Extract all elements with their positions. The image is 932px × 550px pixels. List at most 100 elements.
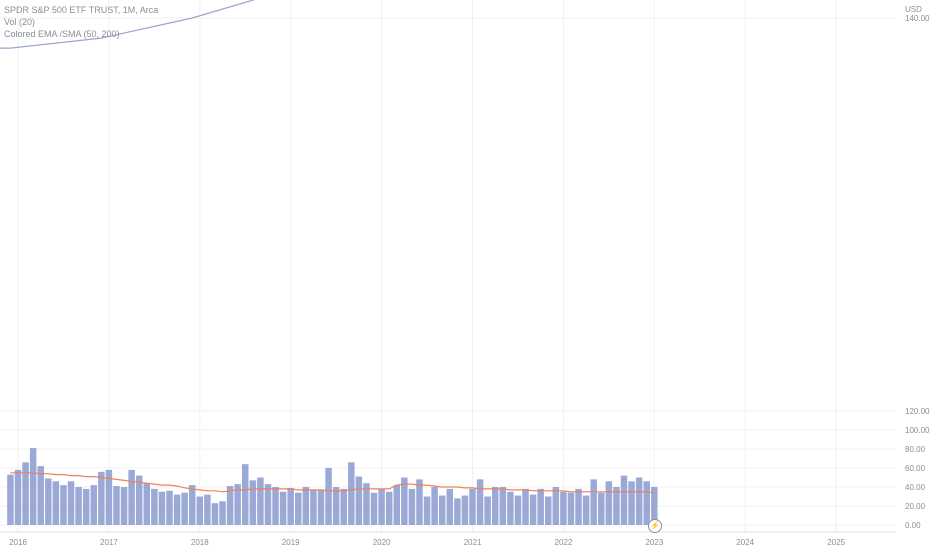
moving-average-indicator-label[interactable]: Colored EMA /SMA (50, 200): [4, 29, 120, 39]
volume-bar[interactable]: [507, 491, 514, 525]
volume-bar[interactable]: [635, 477, 643, 526]
volume-bar[interactable]: [355, 476, 363, 525]
volume-bar[interactable]: [196, 496, 204, 526]
time-tick-label: 2019: [282, 538, 300, 547]
volume-bar[interactable]: [249, 480, 257, 525]
time-tick-label: 2023: [645, 538, 663, 547]
chart-legend: SPDR S&P 500 ETF TRUST, 1M, Arca Vol (20…: [4, 4, 158, 40]
volume-bar[interactable]: [499, 487, 507, 525]
volume-bar[interactable]: [620, 475, 628, 525]
volume-bar[interactable]: [529, 494, 537, 525]
volume-bar[interactable]: [75, 487, 82, 525]
volume-bar[interactable]: [416, 479, 423, 525]
volume-bar[interactable]: [537, 488, 544, 525]
volume-bar[interactable]: [204, 494, 211, 525]
volume-bar[interactable]: [302, 487, 310, 525]
volume-bar[interactable]: [628, 481, 635, 525]
volume-bar[interactable]: [552, 487, 560, 525]
volume-bar[interactable]: [22, 462, 29, 525]
volume-bar[interactable]: [14, 469, 22, 525]
volume-bar[interactable]: [590, 479, 597, 525]
volume-bar[interactable]: [567, 492, 575, 525]
volume-bar[interactable]: [211, 503, 219, 525]
price-tick-label: 140.00: [905, 14, 930, 23]
volume-bar[interactable]: [128, 469, 135, 525]
lightning-icon[interactable]: ⚡: [648, 519, 662, 533]
volume-bar[interactable]: [279, 491, 287, 525]
volume-bar[interactable]: [469, 488, 476, 525]
volume-bar[interactable]: [582, 495, 590, 525]
volume-bar[interactable]: [332, 487, 340, 525]
volume-bar[interactable]: [340, 488, 347, 525]
volume-bar[interactable]: [514, 495, 522, 525]
volume-bar[interactable]: [484, 496, 491, 526]
volume-bar[interactable]: [401, 477, 408, 526]
volume-bar[interactable]: [257, 477, 264, 526]
volume-bar[interactable]: [264, 484, 272, 525]
volume-indicator-label[interactable]: Vol (20): [4, 17, 36, 27]
volume-bar[interactable]: [378, 488, 385, 525]
volume-bar[interactable]: [560, 491, 567, 525]
volume-bar[interactable]: [454, 498, 461, 525]
volume-bar[interactable]: [545, 496, 552, 526]
volume-bar[interactable]: [60, 485, 67, 525]
volume-bar[interactable]: [408, 488, 416, 525]
volume-bar[interactable]: [242, 464, 249, 525]
volume-bar[interactable]: [181, 492, 188, 525]
volume-bar[interactable]: [120, 487, 128, 525]
sma-200-line[interactable]: [0, 0, 654, 49]
volume-bar[interactable]: [348, 462, 355, 525]
volume-bar[interactable]: [431, 487, 438, 525]
volume-bar[interactable]: [522, 488, 529, 525]
volume-bar[interactable]: [105, 469, 113, 525]
volume-bar[interactable]: [45, 478, 52, 525]
volume-bar[interactable]: [393, 485, 401, 525]
price-tick-label: 0.00: [905, 521, 921, 530]
volume-bar[interactable]: [295, 492, 302, 525]
volume-bar[interactable]: [287, 487, 294, 525]
volume-bar[interactable]: [476, 479, 484, 525]
volume-bar[interactable]: [385, 491, 393, 525]
price-axis[interactable]: [896, 0, 932, 550]
volume-bar[interactable]: [151, 488, 158, 525]
volume-bar[interactable]: [52, 481, 60, 525]
volume-bar[interactable]: [325, 468, 332, 525]
volume-ma-line[interactable]: [10, 472, 655, 494]
volume-bar[interactable]: [234, 484, 241, 525]
volume-bar[interactable]: [575, 488, 582, 525]
volume-bar[interactable]: [446, 488, 454, 525]
time-tick-label: 2018: [191, 538, 209, 547]
volume-bar[interactable]: [173, 494, 181, 525]
volume-bar[interactable]: [598, 492, 605, 525]
volume-bar[interactable]: [158, 491, 166, 525]
volume-bar[interactable]: [370, 492, 378, 525]
volume-bar[interactable]: [219, 501, 226, 525]
volume-bar[interactable]: [7, 474, 14, 525]
volume-bar[interactable]: [90, 485, 98, 525]
volume-bar[interactable]: [461, 495, 469, 525]
volume-bar[interactable]: [438, 495, 446, 525]
volume-bar[interactable]: [226, 486, 234, 525]
volume-bar[interactable]: [82, 488, 90, 525]
volume-bar[interactable]: [363, 483, 370, 525]
volume-bar[interactable]: [29, 448, 37, 525]
symbol-title[interactable]: SPDR S&P 500 ETF TRUST, 1M, Arca: [4, 5, 159, 15]
volume-bar[interactable]: [143, 483, 151, 525]
volume-bar[interactable]: [613, 487, 620, 525]
volume-bar[interactable]: [272, 487, 279, 525]
volume-bar[interactable]: [135, 475, 143, 525]
volume-bar[interactable]: [643, 481, 650, 525]
volume-bar[interactable]: [423, 496, 431, 526]
volume-bar[interactable]: [317, 489, 325, 525]
volume-bar[interactable]: [651, 487, 658, 525]
volume-bar[interactable]: [188, 485, 196, 525]
volume-bar[interactable]: [98, 471, 105, 525]
volume-bar[interactable]: [310, 489, 317, 525]
volume-bar[interactable]: [491, 487, 499, 525]
volume-bar[interactable]: [166, 490, 173, 525]
volume-bar[interactable]: [605, 481, 613, 525]
volume-bar[interactable]: [67, 481, 75, 525]
volume-bar[interactable]: [37, 466, 44, 525]
volume-bar[interactable]: [113, 486, 120, 525]
